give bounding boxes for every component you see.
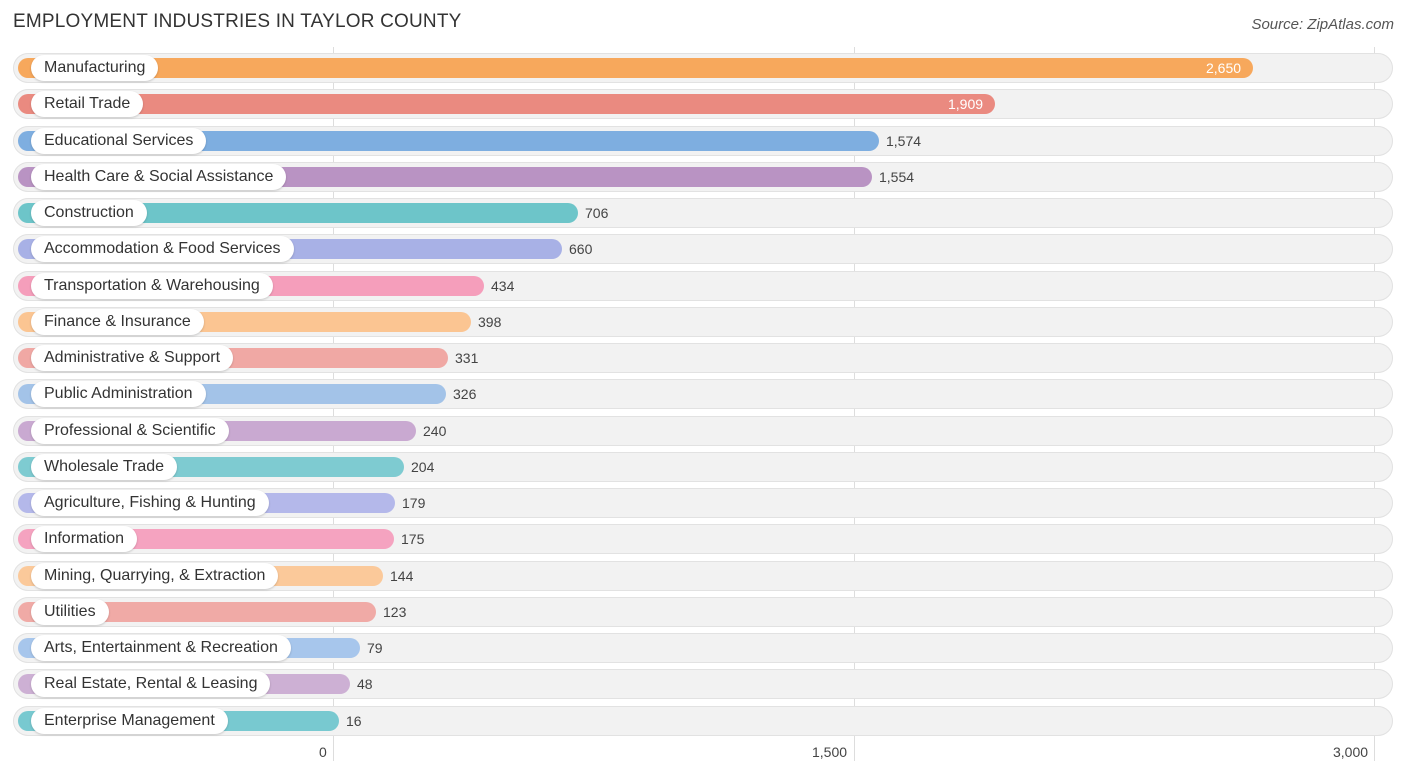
- category-label: Wholesale Trade: [31, 454, 178, 480]
- chart-title: EMPLOYMENT INDUSTRIES IN TAYLOR COUNTY: [13, 11, 462, 32]
- data-label: 16: [346, 713, 362, 729]
- category-label: Public Administration: [31, 381, 206, 407]
- category-label: Construction: [31, 200, 147, 226]
- data-label: 660: [569, 241, 593, 257]
- data-label: 144: [390, 568, 414, 584]
- category-label: Educational Services: [31, 128, 207, 154]
- bar: [18, 58, 1253, 78]
- data-label: 2,650: [1206, 60, 1242, 76]
- category-label: Professional & Scientific: [31, 418, 229, 444]
- data-label: 1,574: [886, 133, 922, 149]
- x-tick-label: 0: [319, 744, 327, 760]
- x-tick-label: 1,500: [812, 744, 848, 760]
- category-label: Enterprise Management: [31, 708, 228, 734]
- data-label: 1,909: [948, 96, 984, 112]
- data-label: 204: [411, 459, 435, 475]
- bar: [18, 203, 578, 223]
- category-label: Arts, Entertainment & Recreation: [31, 635, 291, 661]
- category-label: Health Care & Social Assistance: [31, 164, 287, 190]
- data-label: 175: [401, 531, 425, 547]
- data-label: 434: [491, 278, 515, 294]
- category-label: Utilities: [31, 599, 109, 625]
- category-label: Administrative & Support: [31, 345, 234, 371]
- category-label: Mining, Quarrying, & Extraction: [31, 563, 279, 589]
- data-label: 240: [423, 423, 447, 439]
- x-tick-label: 3,000: [1333, 744, 1369, 760]
- category-label: Accommodation & Food Services: [31, 236, 294, 262]
- data-label: 179: [402, 495, 426, 511]
- category-label: Information: [31, 526, 138, 552]
- data-label: 326: [453, 386, 477, 402]
- data-label: 48: [357, 676, 373, 692]
- chart-source: Source: ZipAtlas.com: [1251, 16, 1394, 33]
- category-label: Agriculture, Fishing & Hunting: [31, 490, 269, 516]
- data-label: 331: [455, 350, 479, 366]
- data-label: 79: [367, 640, 383, 656]
- category-label: Transportation & Warehousing: [31, 273, 273, 299]
- data-label: 706: [585, 205, 609, 221]
- category-label: Manufacturing: [31, 55, 159, 81]
- bar: [18, 94, 995, 114]
- category-label: Retail Trade: [31, 91, 144, 117]
- category-label: Real Estate, Rental & Leasing: [31, 671, 271, 697]
- category-label: Finance & Insurance: [31, 309, 204, 335]
- data-label: 398: [478, 314, 502, 330]
- bar: [18, 131, 879, 151]
- data-label: 123: [383, 604, 407, 620]
- data-label: 1,554: [879, 169, 915, 185]
